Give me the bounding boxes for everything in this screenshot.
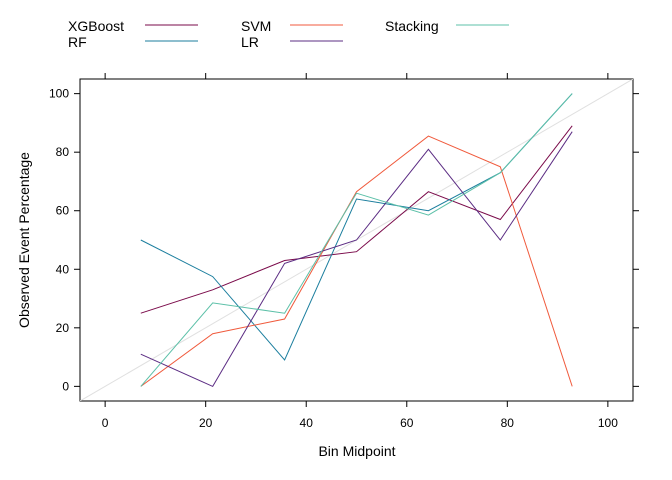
series-line-stacking	[140, 93, 573, 387]
y-tick-label: 80	[56, 145, 70, 159]
x-tick-label: 0	[102, 416, 109, 430]
plot-frame	[79, 78, 634, 402]
legend-label-stacking: Stacking	[385, 18, 439, 34]
legend-label-rf: RF	[68, 34, 87, 50]
y-tick-label: 100	[49, 87, 69, 101]
series-line-lr	[140, 131, 573, 388]
y-tick-label: 20	[56, 321, 70, 335]
y-tick-label: 40	[56, 262, 70, 276]
x-tick-label: 20	[199, 416, 213, 430]
x-axis-title: Bin Midpoint	[318, 443, 395, 459]
x-tick-label: 60	[400, 416, 414, 430]
plot-area: 0 20 40 60 80 100 0 20 40 60 80 100	[49, 73, 639, 430]
x-tick-label: 100	[598, 416, 618, 430]
x-tick-label: 80	[501, 416, 515, 430]
legend-label-xgboost: XGBoost	[68, 18, 124, 34]
y-tick-label: 0	[62, 379, 69, 393]
legend-label-lr: LR	[241, 34, 259, 50]
y-tick-label: 60	[56, 204, 70, 218]
legend-label-svm: SVM	[241, 18, 271, 34]
series-line-xgboost	[140, 125, 573, 314]
y-axis-title: Observed Event Percentage	[16, 152, 32, 328]
x-tick-label: 40	[300, 416, 314, 430]
series-line-svm	[140, 135, 573, 387]
series-line-rf	[140, 93, 573, 361]
